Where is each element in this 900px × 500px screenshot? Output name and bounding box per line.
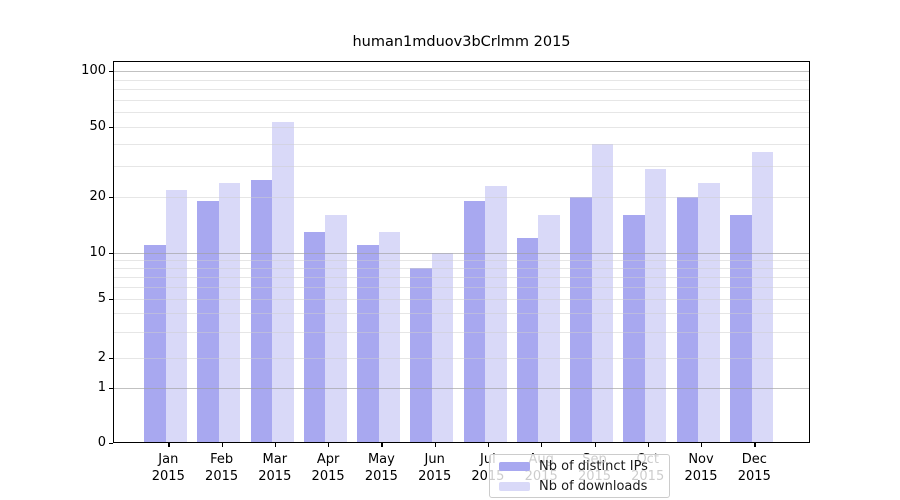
bar-ips-jun bbox=[410, 267, 432, 443]
y-tick-mark bbox=[109, 443, 113, 445]
bar-downloads-jun bbox=[431, 253, 454, 443]
legend-swatch-downloads-icon bbox=[499, 481, 530, 491]
legend: Nb of distinct IPs Nb of downloads bbox=[489, 454, 670, 498]
bar-ips-aug bbox=[516, 238, 539, 443]
minor-gridline bbox=[113, 286, 810, 288]
plot-area: Nb of distinct IPs Nb of downloads bbox=[113, 61, 810, 498]
y-tick-mark bbox=[109, 358, 113, 360]
bar-downloads-jul bbox=[485, 186, 507, 443]
x-tick-mark bbox=[328, 443, 330, 447]
minor-gridline bbox=[113, 299, 810, 300]
legend-item-downloads: Nb of downloads bbox=[499, 478, 669, 495]
bar-downloads-nov bbox=[698, 183, 720, 443]
y-tick-label: 1 bbox=[97, 380, 106, 395]
x-tick-mark bbox=[381, 443, 383, 447]
minor-gridline bbox=[113, 99, 810, 101]
minor-gridline bbox=[113, 260, 810, 261]
minor-gridline bbox=[113, 276, 810, 278]
y-tick-label: 5 bbox=[97, 291, 106, 306]
legend-item-ips: Nb of distinct IPs bbox=[499, 458, 669, 475]
bar-ips-jul bbox=[463, 201, 486, 443]
minor-gridline bbox=[113, 358, 810, 359]
minor-gridline bbox=[113, 127, 810, 128]
bar-downloads-feb bbox=[218, 183, 241, 443]
bar-ips-may bbox=[357, 245, 379, 443]
legend-swatch-ips-icon bbox=[499, 461, 530, 471]
bar-downloads-jan bbox=[165, 189, 187, 443]
x-tick-mark bbox=[434, 443, 436, 447]
bar-ips-nov bbox=[676, 197, 699, 443]
y-tick-label: 10 bbox=[89, 245, 106, 260]
y-tick-mark bbox=[109, 388, 113, 390]
minor-gridline bbox=[113, 166, 810, 167]
legend-label-downloads: Nb of downloads bbox=[539, 478, 648, 494]
bar-ips-apr bbox=[303, 231, 326, 443]
bar-ips-sep bbox=[570, 197, 592, 443]
x-tick-label: May 2015 bbox=[364, 452, 398, 484]
bar-downloads-may bbox=[378, 231, 401, 443]
y-tick-mark bbox=[109, 253, 113, 255]
y-tick-mark bbox=[109, 299, 113, 301]
bar-ips-dec bbox=[730, 215, 752, 443]
y-tick-label: 0 bbox=[97, 435, 106, 450]
bar-downloads-aug bbox=[538, 215, 560, 443]
x-tick-label: Feb 2015 bbox=[205, 452, 239, 484]
minor-gridline bbox=[113, 197, 810, 198]
x-tick-mark bbox=[594, 443, 596, 447]
bar-ips-mar bbox=[250, 180, 272, 443]
y-tick-label: 50 bbox=[89, 119, 106, 134]
bar-downloads-sep bbox=[591, 144, 614, 443]
minor-gridline bbox=[113, 144, 810, 145]
x-tick-mark bbox=[168, 443, 170, 447]
bar-downloads-dec bbox=[751, 152, 773, 443]
x-tick-label: Dec 2015 bbox=[737, 452, 771, 484]
x-tick-mark bbox=[701, 443, 703, 447]
chart-title: human1mduov3bCrlmm 2015 bbox=[352, 34, 571, 50]
major-gridline bbox=[113, 71, 810, 72]
x-tick-mark bbox=[541, 443, 543, 447]
y-tick-mark bbox=[109, 71, 113, 73]
x-tick-mark bbox=[221, 443, 223, 447]
x-tick-label: Jun 2015 bbox=[418, 452, 452, 484]
minor-gridline bbox=[113, 313, 810, 315]
y-tick-mark bbox=[109, 197, 113, 199]
y-tick-label: 100 bbox=[81, 63, 106, 78]
x-tick-mark bbox=[754, 443, 756, 447]
x-tick-label: Nov 2015 bbox=[684, 452, 718, 484]
bar-ips-feb bbox=[197, 201, 219, 443]
x-tick-label: Apr 2015 bbox=[311, 452, 345, 484]
bar-ips-oct bbox=[623, 215, 645, 443]
minor-gridline bbox=[113, 331, 810, 333]
major-gridline bbox=[113, 388, 810, 389]
minor-gridline bbox=[113, 112, 810, 114]
y-tick-label: 2 bbox=[97, 350, 106, 365]
y-tick-label: 20 bbox=[89, 189, 106, 204]
minor-gridline bbox=[113, 79, 810, 81]
x-tick-mark bbox=[274, 443, 277, 447]
y-tick-mark bbox=[109, 127, 113, 129]
minor-gridline bbox=[113, 89, 810, 90]
minor-gridline bbox=[113, 267, 810, 269]
x-tick-mark bbox=[487, 443, 490, 447]
bar-downloads-mar bbox=[272, 122, 294, 443]
bar-downloads-apr bbox=[325, 215, 347, 443]
bar-downloads-oct bbox=[644, 168, 667, 443]
legend-label-ips: Nb of distinct IPs bbox=[539, 458, 648, 474]
major-gridline bbox=[113, 253, 810, 254]
x-tick-label: Jan 2015 bbox=[151, 452, 185, 484]
x-tick-mark bbox=[647, 443, 649, 447]
x-tick-label: Mar 2015 bbox=[258, 452, 292, 484]
bar-ips-jan bbox=[144, 245, 166, 443]
